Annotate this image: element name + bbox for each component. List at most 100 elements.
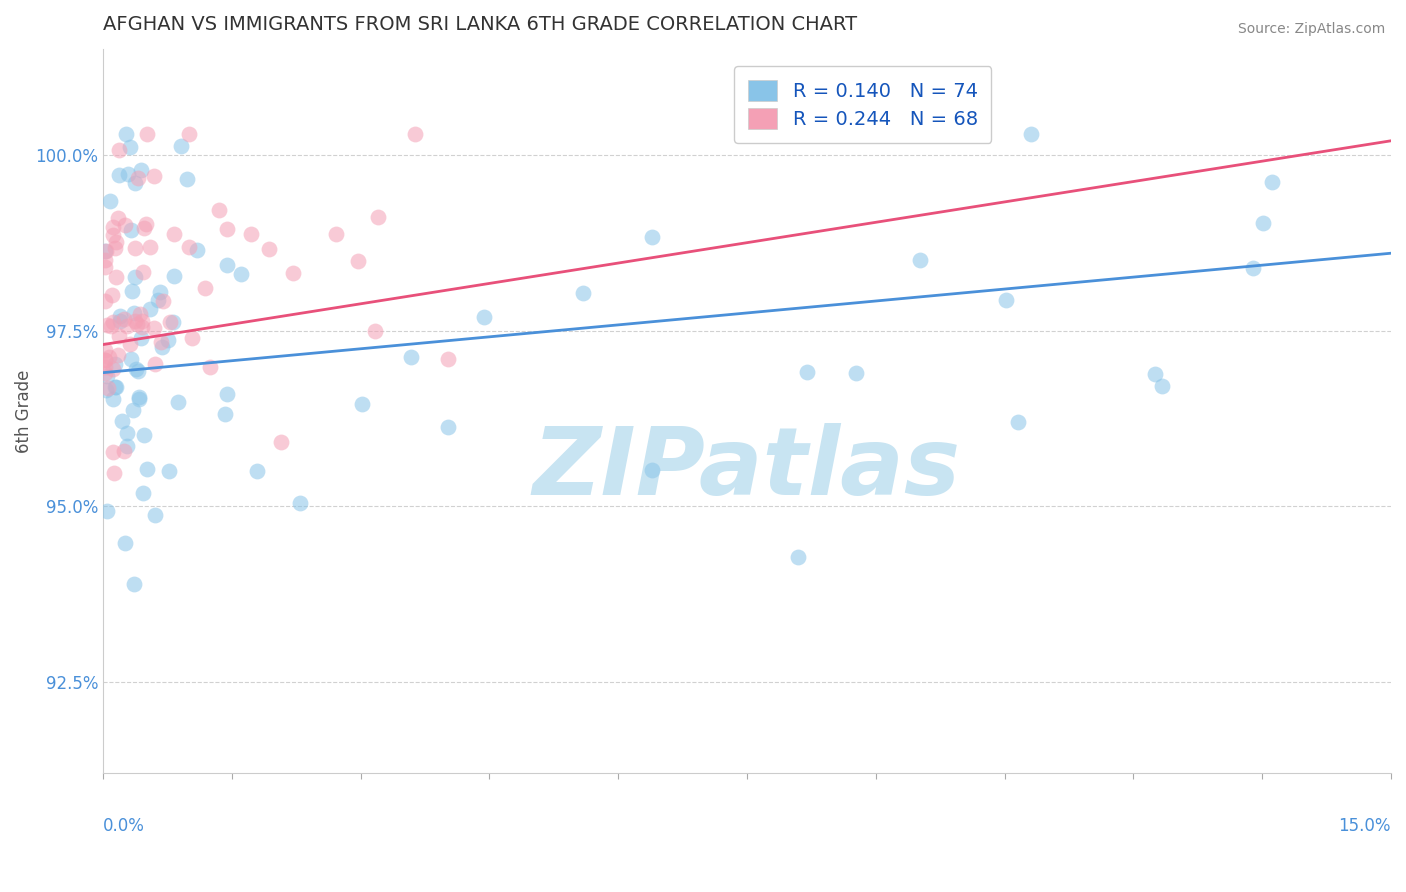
Point bbox=[350, 397, 373, 411]
Point bbox=[270, 435, 292, 450]
Point bbox=[127, 318, 149, 332]
Point bbox=[101, 288, 124, 302]
Point bbox=[1241, 261, 1264, 276]
Point bbox=[367, 211, 389, 225]
Point bbox=[93, 366, 115, 380]
Point bbox=[474, 310, 496, 325]
Point bbox=[159, 315, 181, 329]
Point bbox=[112, 444, 135, 458]
Point bbox=[132, 265, 155, 279]
Point bbox=[105, 235, 128, 249]
Point bbox=[143, 508, 166, 522]
Point bbox=[215, 222, 238, 236]
Point bbox=[124, 176, 146, 190]
Point bbox=[149, 285, 172, 299]
Point bbox=[157, 464, 180, 478]
Point bbox=[163, 268, 186, 283]
Point bbox=[93, 294, 115, 309]
Text: Source: ZipAtlas.com: Source: ZipAtlas.com bbox=[1237, 22, 1385, 37]
Point bbox=[108, 143, 131, 157]
Point bbox=[131, 314, 153, 328]
Point bbox=[94, 244, 117, 258]
Point bbox=[139, 301, 162, 316]
Point bbox=[114, 218, 136, 232]
Point bbox=[347, 253, 370, 268]
Point bbox=[129, 162, 152, 177]
Point bbox=[108, 329, 131, 343]
Point bbox=[143, 320, 166, 334]
Point bbox=[101, 228, 124, 243]
Point bbox=[101, 445, 124, 459]
Point bbox=[93, 244, 115, 259]
Point bbox=[124, 313, 146, 327]
Text: 0.0%: 0.0% bbox=[103, 816, 145, 835]
Point bbox=[110, 314, 132, 328]
Point bbox=[149, 334, 172, 349]
Point bbox=[94, 260, 117, 275]
Point bbox=[281, 266, 304, 280]
Point bbox=[1144, 367, 1167, 381]
Point bbox=[257, 242, 280, 256]
Y-axis label: 6th Grade: 6th Grade bbox=[15, 369, 32, 453]
Point bbox=[1261, 175, 1284, 189]
Point bbox=[128, 392, 150, 406]
Point bbox=[108, 168, 131, 182]
Point bbox=[786, 549, 808, 564]
Point bbox=[120, 336, 142, 351]
Point bbox=[96, 368, 118, 383]
Point bbox=[98, 194, 121, 208]
Point bbox=[124, 241, 146, 255]
Point bbox=[177, 127, 200, 141]
Point bbox=[132, 485, 155, 500]
Point bbox=[641, 463, 664, 477]
Point bbox=[179, 240, 201, 254]
Point bbox=[93, 352, 115, 367]
Point bbox=[115, 426, 138, 441]
Point bbox=[100, 318, 122, 333]
Point bbox=[121, 402, 143, 417]
Point bbox=[437, 351, 460, 366]
Point bbox=[129, 331, 152, 345]
Point bbox=[96, 318, 118, 332]
Point bbox=[146, 293, 169, 307]
Point bbox=[139, 240, 162, 254]
Point bbox=[796, 365, 818, 379]
Point bbox=[215, 387, 238, 401]
Point bbox=[288, 495, 311, 509]
Point bbox=[112, 312, 135, 326]
Legend: R = 0.140   N = 74, R = 0.244   N = 68: R = 0.140 N = 74, R = 0.244 N = 68 bbox=[734, 66, 991, 143]
Text: 15.0%: 15.0% bbox=[1339, 816, 1391, 835]
Text: AFGHAN VS IMMIGRANTS FROM SRI LANKA 6TH GRADE CORRELATION CHART: AFGHAN VS IMMIGRANTS FROM SRI LANKA 6TH … bbox=[103, 15, 858, 34]
Point bbox=[910, 252, 932, 267]
Point bbox=[641, 230, 664, 244]
Point bbox=[108, 309, 131, 323]
Point bbox=[122, 306, 145, 320]
Point bbox=[93, 252, 115, 267]
Point bbox=[1150, 378, 1173, 392]
Point bbox=[325, 227, 347, 241]
Point bbox=[194, 281, 217, 295]
Point bbox=[181, 331, 204, 345]
Point bbox=[103, 467, 125, 481]
Point bbox=[103, 392, 125, 406]
Point bbox=[104, 357, 127, 371]
Point bbox=[571, 286, 593, 301]
Point bbox=[120, 352, 142, 367]
Point bbox=[163, 227, 186, 242]
Point bbox=[115, 439, 138, 453]
Point bbox=[117, 167, 139, 181]
Point bbox=[404, 127, 426, 141]
Point bbox=[105, 269, 128, 284]
Point bbox=[399, 350, 422, 364]
Point bbox=[239, 227, 262, 241]
Point bbox=[96, 504, 118, 518]
Point bbox=[167, 395, 190, 409]
Point bbox=[121, 284, 143, 298]
Point bbox=[96, 383, 118, 397]
Point bbox=[143, 357, 166, 371]
Point bbox=[208, 202, 231, 217]
Point bbox=[94, 353, 117, 368]
Point bbox=[125, 361, 148, 376]
Point bbox=[364, 324, 387, 338]
Point bbox=[1019, 127, 1042, 141]
